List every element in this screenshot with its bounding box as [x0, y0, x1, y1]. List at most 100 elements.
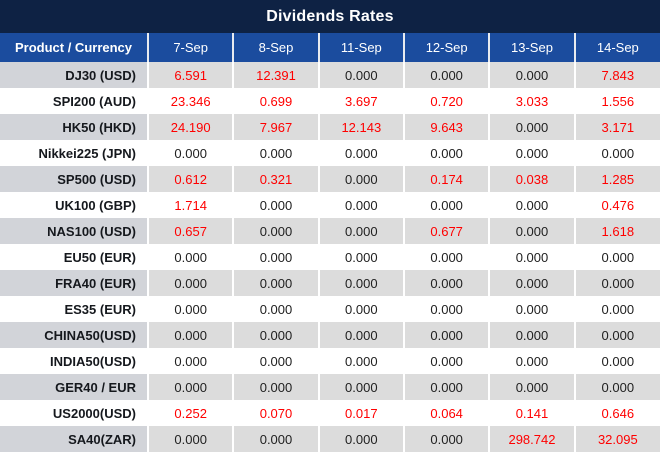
rate-cell: 0.000: [488, 374, 575, 400]
rate-cell: 0.038: [488, 166, 575, 192]
rate-cell: 0.000: [232, 374, 319, 400]
product-label: INDIA50(USD): [0, 348, 148, 374]
rate-cell: 0.141: [488, 400, 575, 426]
table-row: NAS100 (USD) 0.657 0.000 0.000 0.677 0.000 1.6…: [0, 218, 660, 244]
rate-cell: 0.000: [317, 296, 404, 322]
rate-cell: 0.174: [402, 166, 490, 192]
rate-cell: 0.000: [146, 270, 234, 296]
rate-cell: 6.591: [146, 62, 234, 88]
product-label: SA40(ZAR): [0, 426, 148, 452]
rate-cell: 0.000: [573, 270, 660, 296]
column-header-date: 12-Sep: [402, 33, 490, 62]
column-header-date: 13-Sep: [488, 33, 575, 62]
rate-cell: 0.000: [488, 114, 575, 140]
rate-cell: 0.612: [146, 166, 234, 192]
product-label: CHINA50(USD): [0, 322, 148, 348]
rate-cell: 0.000: [488, 322, 575, 348]
rate-cell: 0.000: [232, 348, 319, 374]
rate-cell: 0.000: [488, 348, 575, 374]
table-row: FRA40 (EUR) 0.000 0.000 0.000 0.000 0.000 0.00…: [0, 270, 660, 296]
rate-cell: 0.000: [488, 62, 575, 88]
table-row: SA40(ZAR) 0.000 0.000 0.000 0.000 298.742 32.0…: [0, 426, 660, 452]
rate-cell: 0.000: [146, 322, 234, 348]
rate-cell: 0.677: [402, 218, 490, 244]
table-row: Nikkei225 (JPN) 0.000 0.000 0.000 0.000 0.000…: [0, 140, 660, 166]
rate-cell: 0.000: [573, 244, 660, 270]
rate-cell: 0.000: [488, 270, 575, 296]
table-row: SPI200 (AUD) 23.346 0.699 3.697 0.720 3.033 1.…: [0, 88, 660, 114]
rate-cell: 0.000: [317, 348, 404, 374]
rate-cell: 0.000: [232, 426, 319, 452]
product-label: EU50 (EUR): [0, 244, 148, 270]
product-label: NAS100 (USD): [0, 218, 148, 244]
rate-cell: 0.000: [146, 296, 234, 322]
table-row: HK50 (HKD) 24.190 7.967 12.143 9.643 0.000 3.1…: [0, 114, 660, 140]
product-label: SPI200 (AUD): [0, 88, 148, 114]
rate-cell: 0.000: [232, 244, 319, 270]
rate-cell: 9.643: [402, 114, 490, 140]
rate-cell: 0.000: [402, 374, 490, 400]
rate-cell: 3.171: [573, 114, 660, 140]
rate-cell: 0.000: [232, 322, 319, 348]
rate-cell: 0.000: [146, 348, 234, 374]
rate-cell: 0.000: [232, 140, 319, 166]
rate-cell: 3.033: [488, 88, 575, 114]
rate-cell: 0.321: [232, 166, 319, 192]
rate-cell: 0.000: [146, 426, 234, 452]
rate-cell: 0.000: [402, 140, 490, 166]
rate-cell: 32.095: [573, 426, 660, 452]
rate-cell: 1.556: [573, 88, 660, 114]
rate-cell: 24.190: [146, 114, 234, 140]
rate-cell: 0.252: [146, 400, 234, 426]
rate-cell: 0.000: [488, 192, 575, 218]
product-label: GER40 / EUR: [0, 374, 148, 400]
rate-cell: 0.000: [488, 218, 575, 244]
rate-cell: 0.000: [402, 62, 490, 88]
rate-cell: 0.000: [402, 270, 490, 296]
product-label: DJ30 (USD): [0, 62, 148, 88]
rate-cell: 7.843: [573, 62, 660, 88]
product-label: HK50 (HKD): [0, 114, 148, 140]
rate-cell: 0.000: [232, 296, 319, 322]
rate-cell: 0.720: [402, 88, 490, 114]
table-row: DJ30 (USD) 6.591 12.391 0.000 0.000 0.000 7.84…: [0, 62, 660, 88]
rate-cell: 0.000: [402, 322, 490, 348]
rate-cell: 1.714: [146, 192, 234, 218]
rate-cell: 0.000: [232, 270, 319, 296]
column-header-date: 14-Sep: [573, 33, 660, 62]
product-label: US2000(USD): [0, 400, 148, 426]
rate-cell: 0.000: [146, 140, 234, 166]
rate-cell: 7.967: [232, 114, 319, 140]
rate-cell: 0.017: [317, 400, 404, 426]
table-row: US2000(USD) 0.252 0.070 0.017 0.064 0.141 0.64…: [0, 400, 660, 426]
rate-cell: 0.000: [402, 296, 490, 322]
rate-cell: 12.143: [317, 114, 404, 140]
rate-cell: 1.618: [573, 218, 660, 244]
table-header-row: Product / Currency 7-Sep 8-Sep 11-Sep 12…: [0, 33, 660, 62]
rate-cell: 0.000: [146, 244, 234, 270]
rate-cell: 0.000: [573, 140, 660, 166]
rate-cell: 0.000: [317, 192, 404, 218]
rate-cell: 0.699: [232, 88, 319, 114]
rate-cell: 0.000: [317, 244, 404, 270]
table-row: ES35 (EUR) 0.000 0.000 0.000 0.000 0.000 0.000: [0, 296, 660, 322]
column-header-date: 7-Sep: [146, 33, 234, 62]
rate-cell: 0.000: [573, 348, 660, 374]
product-label: ES35 (EUR): [0, 296, 148, 322]
rate-cell: 0.000: [317, 166, 404, 192]
rate-cell: 0.000: [573, 296, 660, 322]
rate-cell: 1.285: [573, 166, 660, 192]
table-body: DJ30 (USD) 6.591 12.391 0.000 0.000 0.000 7.84…: [0, 62, 660, 452]
rate-cell: 0.000: [402, 348, 490, 374]
rate-cell: 0.000: [146, 374, 234, 400]
rate-cell: 0.000: [317, 374, 404, 400]
rate-cell: 0.000: [317, 140, 404, 166]
rate-cell: 0.000: [232, 192, 319, 218]
table-row: EU50 (EUR) 0.000 0.000 0.000 0.000 0.000 0.000: [0, 244, 660, 270]
rate-cell: 3.697: [317, 88, 404, 114]
dividends-table: Product / Currency 7-Sep 8-Sep 11-Sep 12…: [0, 33, 660, 452]
rate-cell: 0.000: [317, 322, 404, 348]
column-header-date: 8-Sep: [232, 33, 319, 62]
rate-cell: 23.346: [146, 88, 234, 114]
